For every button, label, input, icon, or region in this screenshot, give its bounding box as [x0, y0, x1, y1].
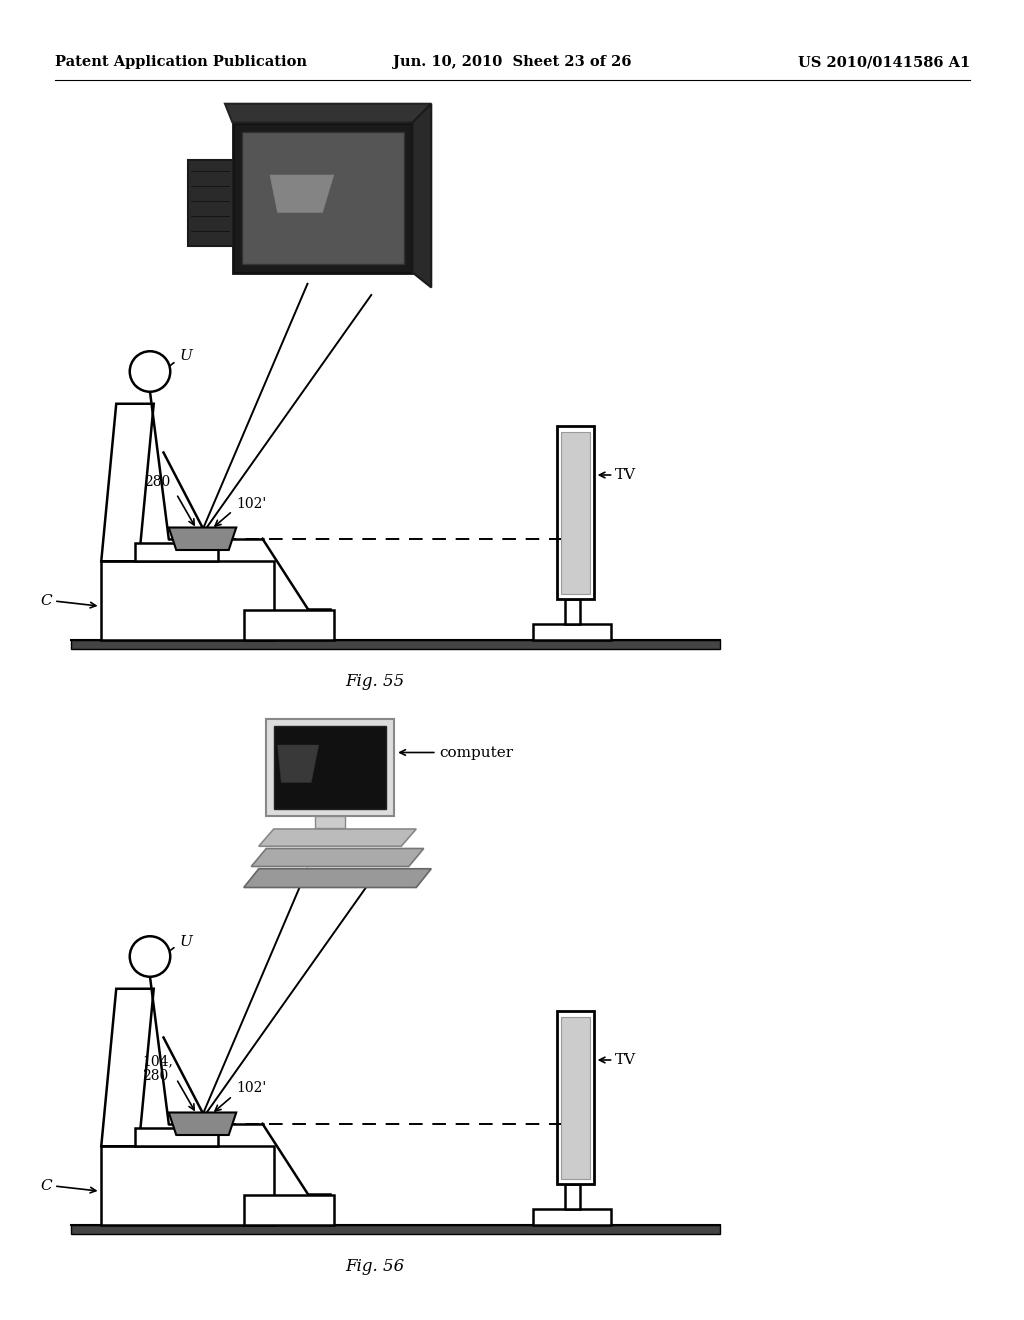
- Polygon shape: [135, 543, 217, 561]
- Polygon shape: [169, 1113, 237, 1135]
- Text: computer: computer: [438, 746, 513, 759]
- Polygon shape: [72, 640, 720, 649]
- Text: 280: 280: [144, 475, 170, 490]
- Text: C: C: [41, 594, 52, 609]
- Polygon shape: [556, 1011, 594, 1184]
- Polygon shape: [273, 726, 386, 809]
- Polygon shape: [565, 599, 580, 623]
- Polygon shape: [315, 816, 345, 828]
- Polygon shape: [278, 744, 318, 783]
- Polygon shape: [244, 1195, 334, 1225]
- Polygon shape: [251, 849, 424, 866]
- Text: 102': 102': [237, 1081, 266, 1096]
- Polygon shape: [101, 989, 154, 1146]
- Polygon shape: [225, 104, 431, 123]
- Polygon shape: [565, 1184, 580, 1209]
- Polygon shape: [72, 1225, 720, 1234]
- Polygon shape: [101, 404, 154, 561]
- Polygon shape: [556, 426, 594, 599]
- Polygon shape: [244, 869, 431, 887]
- Text: Patent Application Publication: Patent Application Publication: [55, 55, 307, 69]
- Text: TV: TV: [615, 469, 636, 482]
- Polygon shape: [101, 1146, 273, 1225]
- Text: 280: 280: [142, 1069, 169, 1084]
- Polygon shape: [187, 160, 232, 247]
- Text: TV: TV: [615, 1053, 636, 1067]
- Circle shape: [130, 351, 170, 392]
- Polygon shape: [561, 1016, 590, 1179]
- Polygon shape: [135, 1127, 217, 1146]
- Polygon shape: [232, 123, 413, 272]
- Polygon shape: [242, 132, 403, 264]
- Polygon shape: [244, 610, 334, 640]
- Circle shape: [130, 936, 170, 977]
- Text: U: U: [180, 350, 193, 363]
- Polygon shape: [561, 432, 590, 594]
- Text: Fig. 55: Fig. 55: [345, 673, 404, 690]
- Polygon shape: [413, 104, 431, 288]
- Text: Fig. 56: Fig. 56: [345, 1258, 404, 1275]
- Text: Jun. 10, 2010  Sheet 23 of 26: Jun. 10, 2010 Sheet 23 of 26: [393, 55, 631, 69]
- Polygon shape: [169, 528, 237, 550]
- Polygon shape: [259, 829, 416, 846]
- Text: 102': 102': [237, 496, 266, 511]
- Polygon shape: [266, 719, 394, 816]
- Text: US 2010/0141586 A1: US 2010/0141586 A1: [798, 55, 970, 69]
- Polygon shape: [532, 1209, 611, 1225]
- Text: 104,: 104,: [142, 1055, 173, 1068]
- Polygon shape: [270, 176, 334, 213]
- Polygon shape: [101, 561, 273, 640]
- Text: C: C: [41, 1179, 52, 1193]
- Text: U: U: [180, 935, 193, 949]
- Polygon shape: [532, 623, 611, 640]
